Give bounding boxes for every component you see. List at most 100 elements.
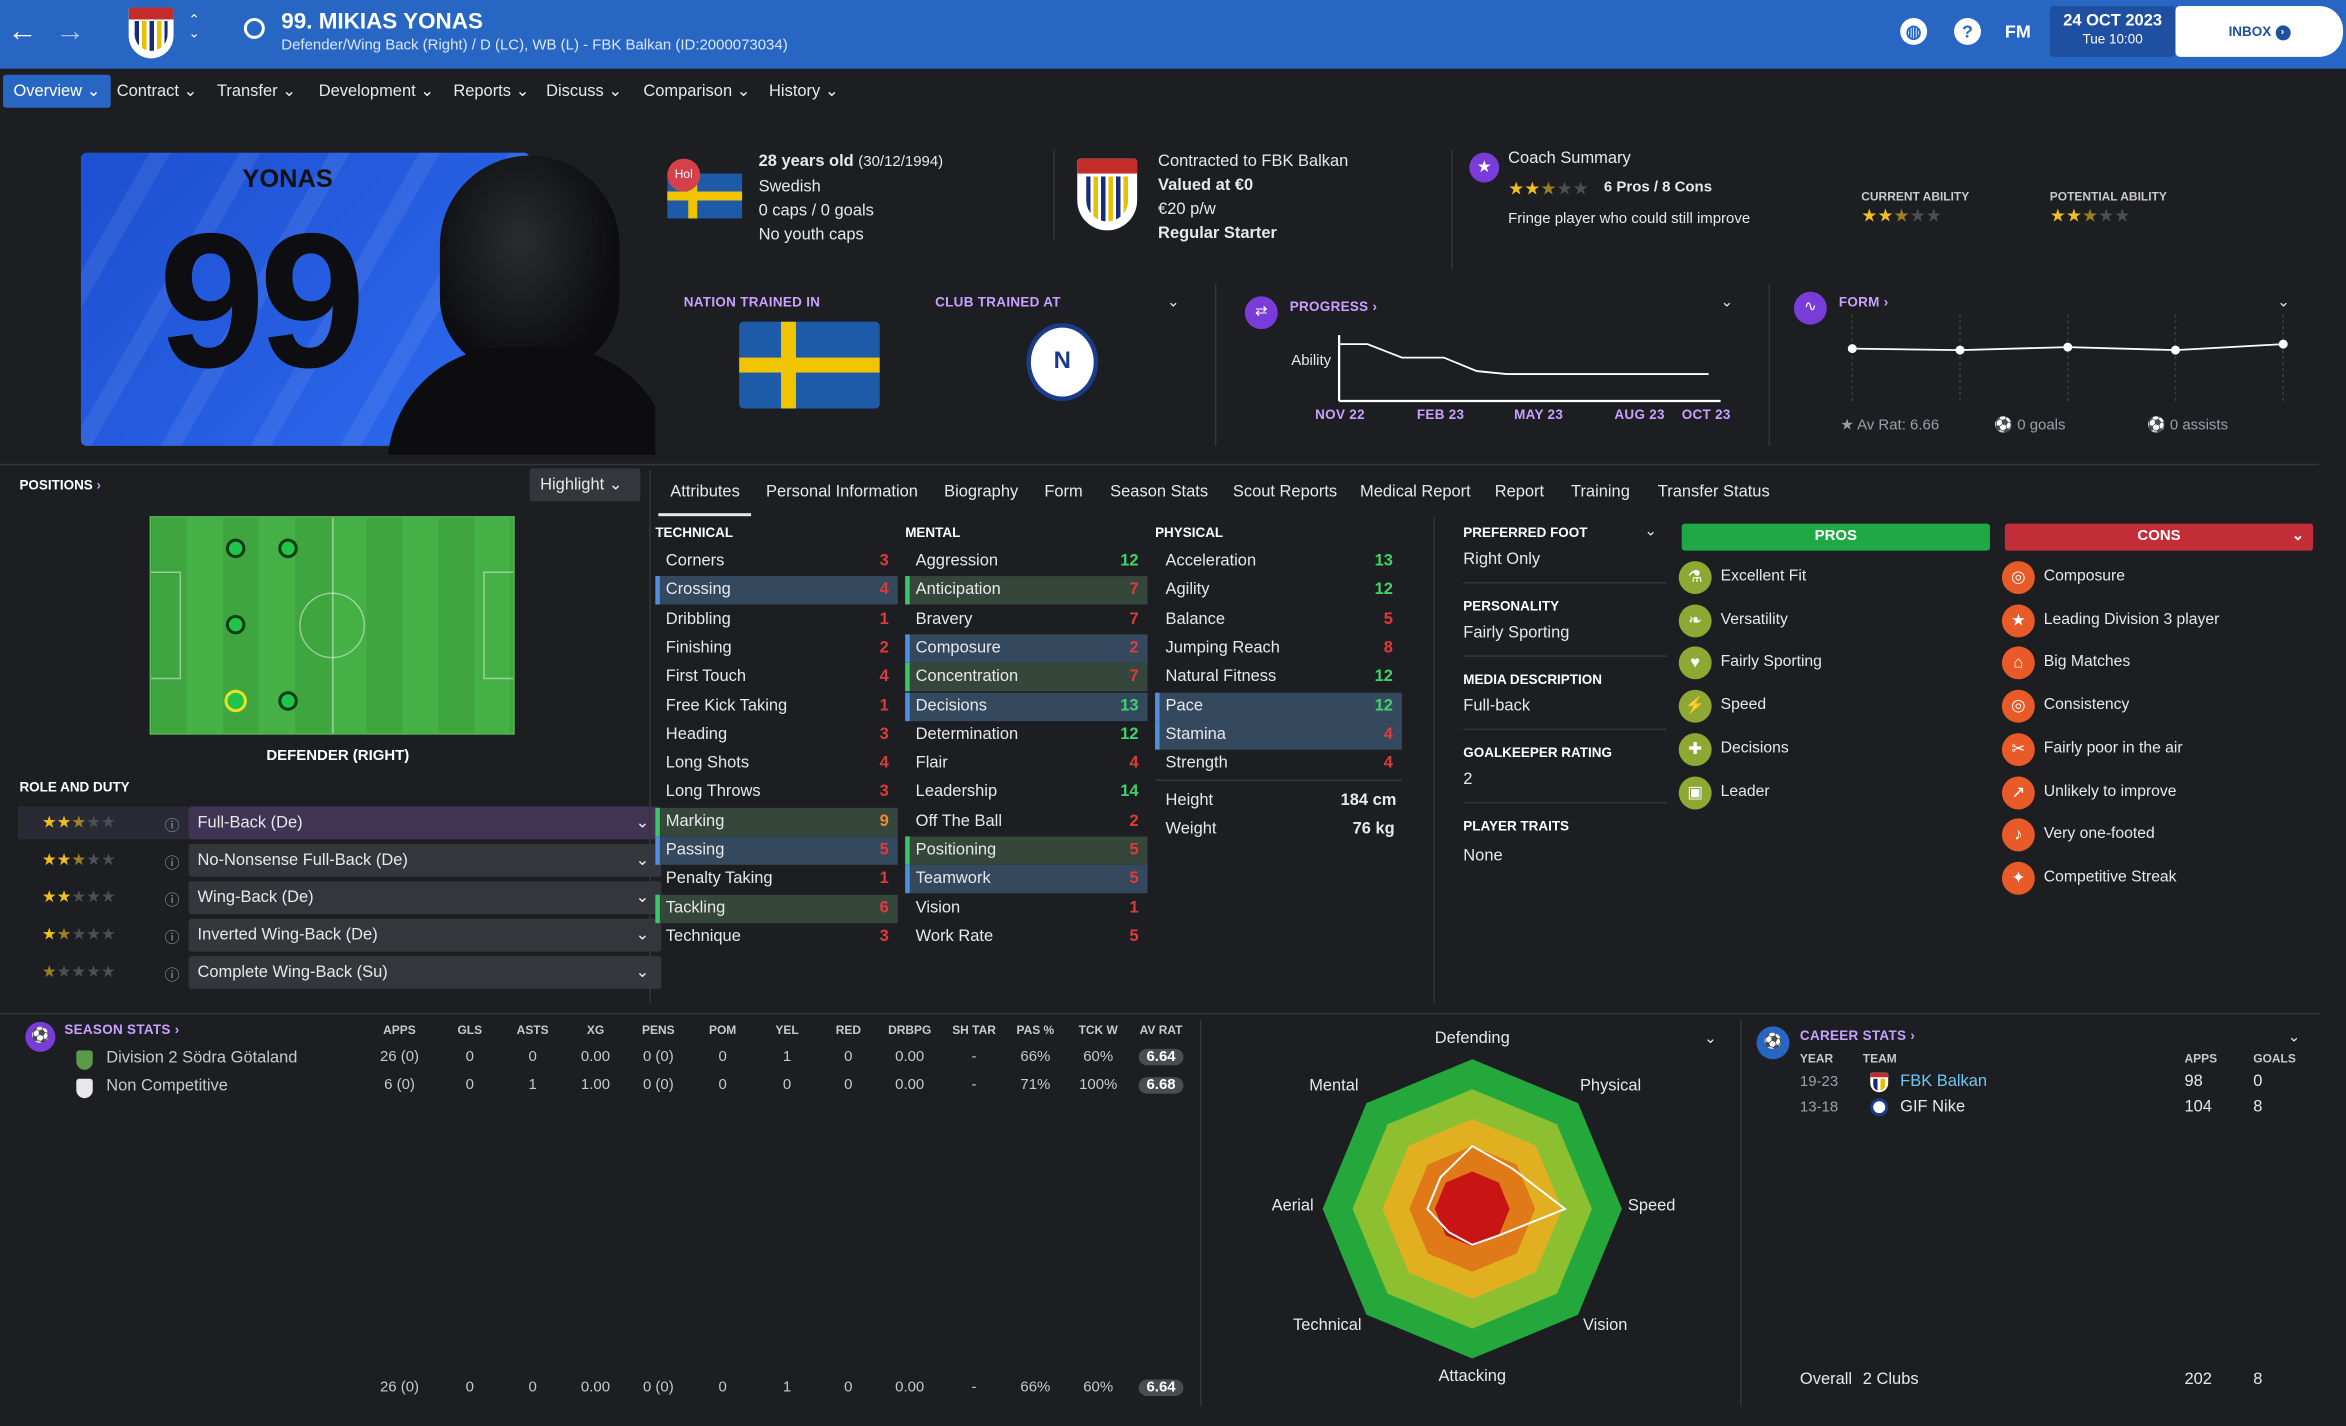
attribute-row[interactable]: Crossing 4: [655, 576, 898, 605]
attribute-row[interactable]: Marking 9: [655, 807, 898, 836]
menu-reports[interactable]: Reports ⌄: [453, 82, 530, 101]
attribute-row[interactable]: Teamwork 5: [905, 865, 1148, 894]
info-icon[interactable]: ⓘ: [164, 930, 180, 948]
attribute-row[interactable]: Flair 4: [905, 750, 1147, 778]
attribute-row[interactable]: Jumping Reach 8: [1155, 634, 1402, 662]
attribute-row[interactable]: Concentration 7: [905, 663, 1148, 692]
date-box[interactable]: 24 OCT 2023 Tue 10:00: [2049, 5, 2176, 57]
inbox-button[interactable]: INBOX ›: [2175, 5, 2344, 57]
attribute-row[interactable]: Decisions 13: [905, 691, 1148, 721]
attribute-row[interactable]: Strength 4: [1155, 750, 1402, 778]
attribute-row[interactable]: Finishing 2: [655, 634, 897, 662]
menu-history[interactable]: History ⌄: [769, 82, 839, 101]
attribute-row[interactable]: Passing 5: [655, 836, 898, 865]
menu-discuss[interactable]: Discuss ⌄: [546, 82, 623, 101]
info-icon[interactable]: ⓘ: [164, 855, 180, 873]
attribute-row[interactable]: Dribbling 1: [655, 605, 897, 633]
attribute-row[interactable]: Leadership 14: [905, 779, 1147, 807]
attribute-name: Crossing: [665, 580, 731, 599]
role-select[interactable]: No-Nonsense Full-Back (De) ⌄: [188, 843, 662, 877]
position-dot[interactable]: [278, 538, 298, 559]
role-row[interactable]: ★★★★★ ⓘ Wing-Back (De) ⌄: [21, 881, 662, 915]
tab-training[interactable]: Training: [1571, 483, 1630, 502]
attribute-row[interactable]: Technique 3: [655, 923, 897, 951]
forward-arrow-icon[interactable]: →: [55, 14, 86, 48]
attribute-row[interactable]: Agility 12: [1155, 576, 1402, 604]
chevron-down-icon[interactable]: ⌄: [2277, 294, 2290, 312]
chevron-down-icon[interactable]: ⌄: [1167, 294, 1180, 312]
attribute-row[interactable]: Off The Ball 2: [905, 807, 1147, 835]
role-row[interactable]: ★★★★★ ⓘ Complete Wing-Back (Su) ⌄: [21, 956, 662, 989]
attribute-row[interactable]: Stamina 4: [1155, 720, 1402, 750]
career-year: 19-23: [1799, 1074, 1839, 1091]
season-stats-label[interactable]: SEASON STATS ›: [64, 1021, 180, 1037]
role-row[interactable]: ★★★★★ ⓘ Inverted Wing-Back (De) ⌄: [21, 918, 662, 952]
attribute-row[interactable]: Bravery 7: [905, 605, 1147, 633]
career-team-link[interactable]: FBK Balkan: [1900, 1072, 1988, 1091]
attribute-row[interactable]: Composure 2: [905, 634, 1148, 663]
attribute-row[interactable]: Positioning 5: [905, 836, 1148, 865]
cons-header[interactable]: CONS ⌄: [2004, 523, 2314, 551]
position-dot[interactable]: [278, 691, 298, 711]
attribute-row[interactable]: Penalty Taking 1: [655, 865, 897, 893]
highlight-dropdown[interactable]: Highlight ⌄: [529, 468, 641, 502]
help-icon[interactable]: ?: [1954, 17, 1981, 45]
attribute-row[interactable]: Work Rate 5: [905, 923, 1147, 951]
tab-transfer-status[interactable]: Transfer Status: [1657, 483, 1770, 502]
form-label[interactable]: FORM ›: [1838, 294, 1889, 310]
chevron-updown-icon[interactable]: ⌃ ⌄: [188, 11, 200, 41]
menu-development[interactable]: Development ⌄: [318, 82, 435, 101]
attribute-row[interactable]: First Touch 4: [655, 663, 897, 691]
menu-transfer[interactable]: Transfer ⌄: [216, 82, 296, 101]
tab-biography[interactable]: Biography: [944, 483, 1019, 502]
role-select[interactable]: Wing-Back (De) ⌄: [188, 881, 662, 915]
attribute-row[interactable]: Aggression 12: [905, 548, 1147, 576]
role-select[interactable]: Inverted Wing-Back (De) ⌄: [188, 918, 662, 952]
progress-label[interactable]: PROGRESS ›: [1289, 299, 1378, 315]
info-icon[interactable]: ⓘ: [164, 893, 180, 910]
attribute-row[interactable]: Anticipation 7: [905, 576, 1148, 605]
menu-overview[interactable]: Overview ⌄: [2, 74, 111, 108]
tab-medical-report[interactable]: Medical Report: [1360, 483, 1471, 502]
info-icon[interactable]: ⓘ: [164, 818, 180, 835]
menu-contract[interactable]: Contract ⌄: [116, 82, 198, 101]
chevron-down-icon[interactable]: ⌄: [1704, 1030, 1717, 1048]
attribute-row[interactable]: Pace 12: [1155, 691, 1402, 721]
attribute-row[interactable]: Natural Fitness 12: [1155, 663, 1402, 691]
fm-logo[interactable]: FM: [2004, 20, 2031, 42]
tab-season-stats[interactable]: Season Stats: [1110, 483, 1209, 502]
role-row[interactable]: ★★★★★ ⓘ No-Nonsense Full-Back (De) ⌄: [21, 843, 662, 877]
career-stats-label[interactable]: CAREER STATS ›: [1799, 1027, 1916, 1043]
attribute-row[interactable]: Free Kick Taking 1: [655, 692, 897, 720]
search-icon[interactable]: [243, 17, 265, 39]
globe-icon[interactable]: ◍: [1900, 17, 1928, 45]
back-arrow-icon[interactable]: ←: [7, 14, 38, 48]
attribute-row[interactable]: Heading 3: [655, 721, 897, 749]
tab-form[interactable]: Form: [1044, 483, 1083, 502]
role-select[interactable]: Complete Wing-Back (Su) ⌄: [188, 956, 662, 989]
attribute-row[interactable]: Balance 5: [1155, 605, 1402, 633]
position-dot[interactable]: [225, 538, 246, 559]
attribute-row[interactable]: Corners 3: [655, 548, 897, 576]
chevron-down-icon[interactable]: ⌄: [2287, 1029, 2301, 1046]
tab-report[interactable]: Report: [1494, 483, 1545, 502]
position-dot-selected[interactable]: [224, 689, 247, 713]
menu-comparison[interactable]: Comparison ⌄: [643, 82, 751, 101]
info-icon[interactable]: ⓘ: [164, 968, 180, 985]
tab-scout-reports[interactable]: Scout Reports: [1232, 483, 1338, 502]
chevron-down-icon[interactable]: ⌄: [1644, 523, 1657, 541]
tab-personal-information[interactable]: Personal Information: [766, 483, 918, 502]
form-point: [2170, 345, 2180, 355]
tab-attributes[interactable]: Attributes: [670, 483, 740, 502]
attribute-row[interactable]: Long Shots 4: [655, 750, 897, 778]
chevron-down-icon[interactable]: ⌄: [1720, 294, 1734, 312]
attribute-row[interactable]: Long Throws 3: [655, 779, 897, 807]
attribute-row[interactable]: Acceleration 13: [1155, 548, 1402, 576]
role-row[interactable]: ★★★★★ ⓘ Full-Back (De) ⌄: [17, 806, 662, 840]
attribute-row[interactable]: Tackling 6: [655, 894, 898, 923]
position-dot[interactable]: [225, 614, 246, 635]
positions-label[interactable]: POSITIONS ›: [19, 477, 102, 493]
role-select[interactable]: Full-Back (De) ⌄: [188, 806, 662, 840]
attribute-row[interactable]: Vision 1: [905, 894, 1147, 922]
attribute-row[interactable]: Determination 12: [905, 721, 1147, 749]
